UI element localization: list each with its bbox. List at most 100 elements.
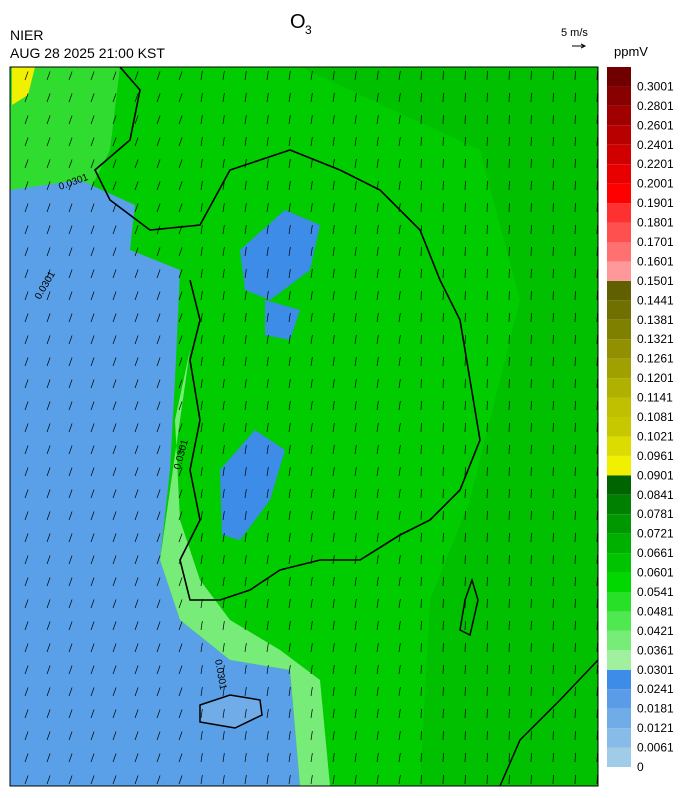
wind-arrow <box>288 181 291 191</box>
wind-arrow <box>376 511 379 521</box>
wind-arrow <box>266 731 269 741</box>
wind-arrow <box>310 115 313 125</box>
wind-arrow <box>354 93 357 103</box>
wind-arrow <box>354 225 357 235</box>
wind-arrow <box>288 621 291 631</box>
wind-arrow <box>178 445 183 455</box>
wind-arrow <box>112 511 117 521</box>
colorbar-label: 0.1321 <box>637 332 674 346</box>
wind-arrow <box>46 665 51 675</box>
wind-arrow <box>134 445 139 455</box>
colorbar-label: 0.0121 <box>637 721 674 735</box>
wind-arrow <box>398 225 401 235</box>
wind-arrow <box>244 731 247 741</box>
high-zone <box>12 67 35 105</box>
wind-arrow <box>112 643 117 653</box>
wind-arrow <box>90 335 95 345</box>
colorbar-swatch <box>607 67 631 87</box>
wind-arrow <box>24 445 29 455</box>
wind-arrow <box>112 203 117 213</box>
wind-arrow <box>112 313 117 323</box>
wind-arrow <box>398 401 401 411</box>
wind-arrow <box>178 753 183 763</box>
wind-arrow <box>112 137 117 147</box>
wind-arrow <box>68 665 73 675</box>
wind-arrow <box>178 775 183 785</box>
wind-arrow <box>222 709 225 719</box>
wind-arrow <box>156 445 161 455</box>
colorbar-swatch <box>607 436 631 456</box>
wind-arrow <box>244 709 247 719</box>
wind-arrow <box>244 489 247 499</box>
wind-arrow <box>178 181 183 191</box>
colorbar-label: 0.0721 <box>637 527 674 541</box>
wind-arrow <box>68 225 73 235</box>
wind-arrow <box>398 247 401 257</box>
wind-arrow <box>24 643 29 653</box>
wind-arrow <box>222 687 225 697</box>
wind-arrow <box>222 511 225 521</box>
wind-arrow <box>24 401 29 411</box>
wind-arrow <box>266 665 269 675</box>
wind-arrow <box>244 291 247 301</box>
wind-arrow <box>288 137 291 147</box>
wind-arrow <box>288 423 291 433</box>
colorbar-swatch <box>607 164 631 184</box>
wind-arrow <box>134 709 139 719</box>
wind-arrow <box>332 159 335 169</box>
wind-arrow <box>222 643 225 653</box>
wind-arrow <box>376 137 379 147</box>
wind-arrow <box>266 423 269 433</box>
wind-arrow <box>354 71 357 81</box>
colorbar-swatch <box>607 475 631 495</box>
wind-arrow <box>398 599 401 609</box>
wind-arrow <box>376 291 379 301</box>
wind-arrow <box>288 71 291 81</box>
wind-arrow <box>46 379 51 389</box>
wind-arrow <box>200 687 203 697</box>
wind-arrow <box>288 753 291 763</box>
colorbar-swatch <box>607 514 631 534</box>
wind-arrow <box>398 731 401 741</box>
wind-arrow <box>222 115 225 125</box>
wind-arrow <box>398 181 401 191</box>
wind-arrow <box>68 313 73 323</box>
wind-arrow <box>222 93 225 103</box>
wind-arrow <box>310 621 313 631</box>
wind-arrow <box>200 665 203 675</box>
wind-arrow <box>310 687 313 697</box>
wind-arrow <box>332 687 335 697</box>
wind-arrow <box>90 247 95 257</box>
wind-arrow <box>398 71 401 81</box>
wind-arrow <box>200 599 203 609</box>
colorbar-swatch <box>607 242 631 262</box>
wind-arrow <box>24 687 29 697</box>
wind-arrow <box>266 335 269 345</box>
wind-arrow <box>310 489 313 499</box>
wind-arrow <box>46 357 51 367</box>
colorbar-label: 0.1501 <box>637 274 674 288</box>
wind-arrow <box>398 269 401 279</box>
wind-arrow <box>46 225 51 235</box>
wind-arrow <box>354 621 357 631</box>
west-sea-zone <box>10 180 300 786</box>
low-zone-3 <box>265 300 300 340</box>
wind-arrow <box>24 467 29 477</box>
wind-arrow <box>222 225 225 235</box>
wind-arrow <box>134 137 139 147</box>
colorbar-label: 0.3001 <box>637 79 674 93</box>
wind-arrow <box>244 159 247 169</box>
wind-arrow <box>46 401 51 411</box>
wind-arrow <box>156 665 161 675</box>
wind-arrow <box>68 379 73 389</box>
wind-arrow <box>332 599 335 609</box>
wind-arrow <box>90 203 95 213</box>
wind-arrow <box>24 665 29 675</box>
wind-arrow <box>398 687 401 697</box>
wind-arrow <box>90 159 95 169</box>
wind-arrow <box>244 467 247 477</box>
wind-arrow <box>398 643 401 653</box>
wind-arrow <box>354 489 357 499</box>
wind-arrow <box>222 445 225 455</box>
colorbar-label: 0.1801 <box>637 216 674 230</box>
